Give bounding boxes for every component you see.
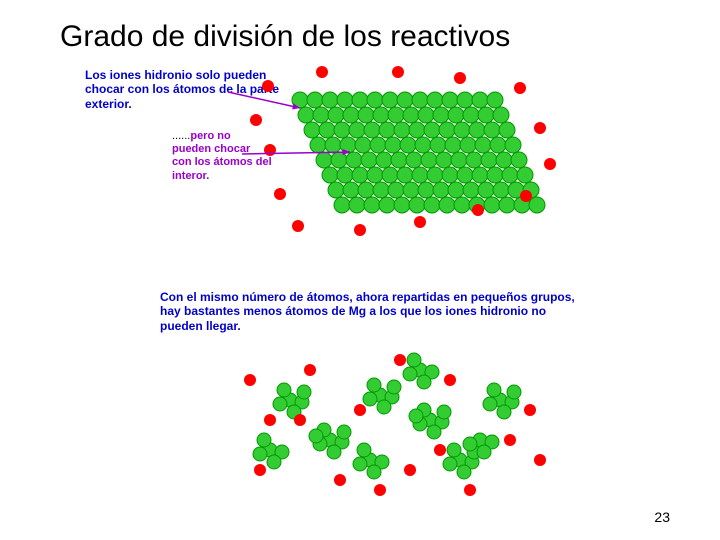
particle-diagram <box>0 0 720 540</box>
page-number: 23 <box>654 509 670 525</box>
